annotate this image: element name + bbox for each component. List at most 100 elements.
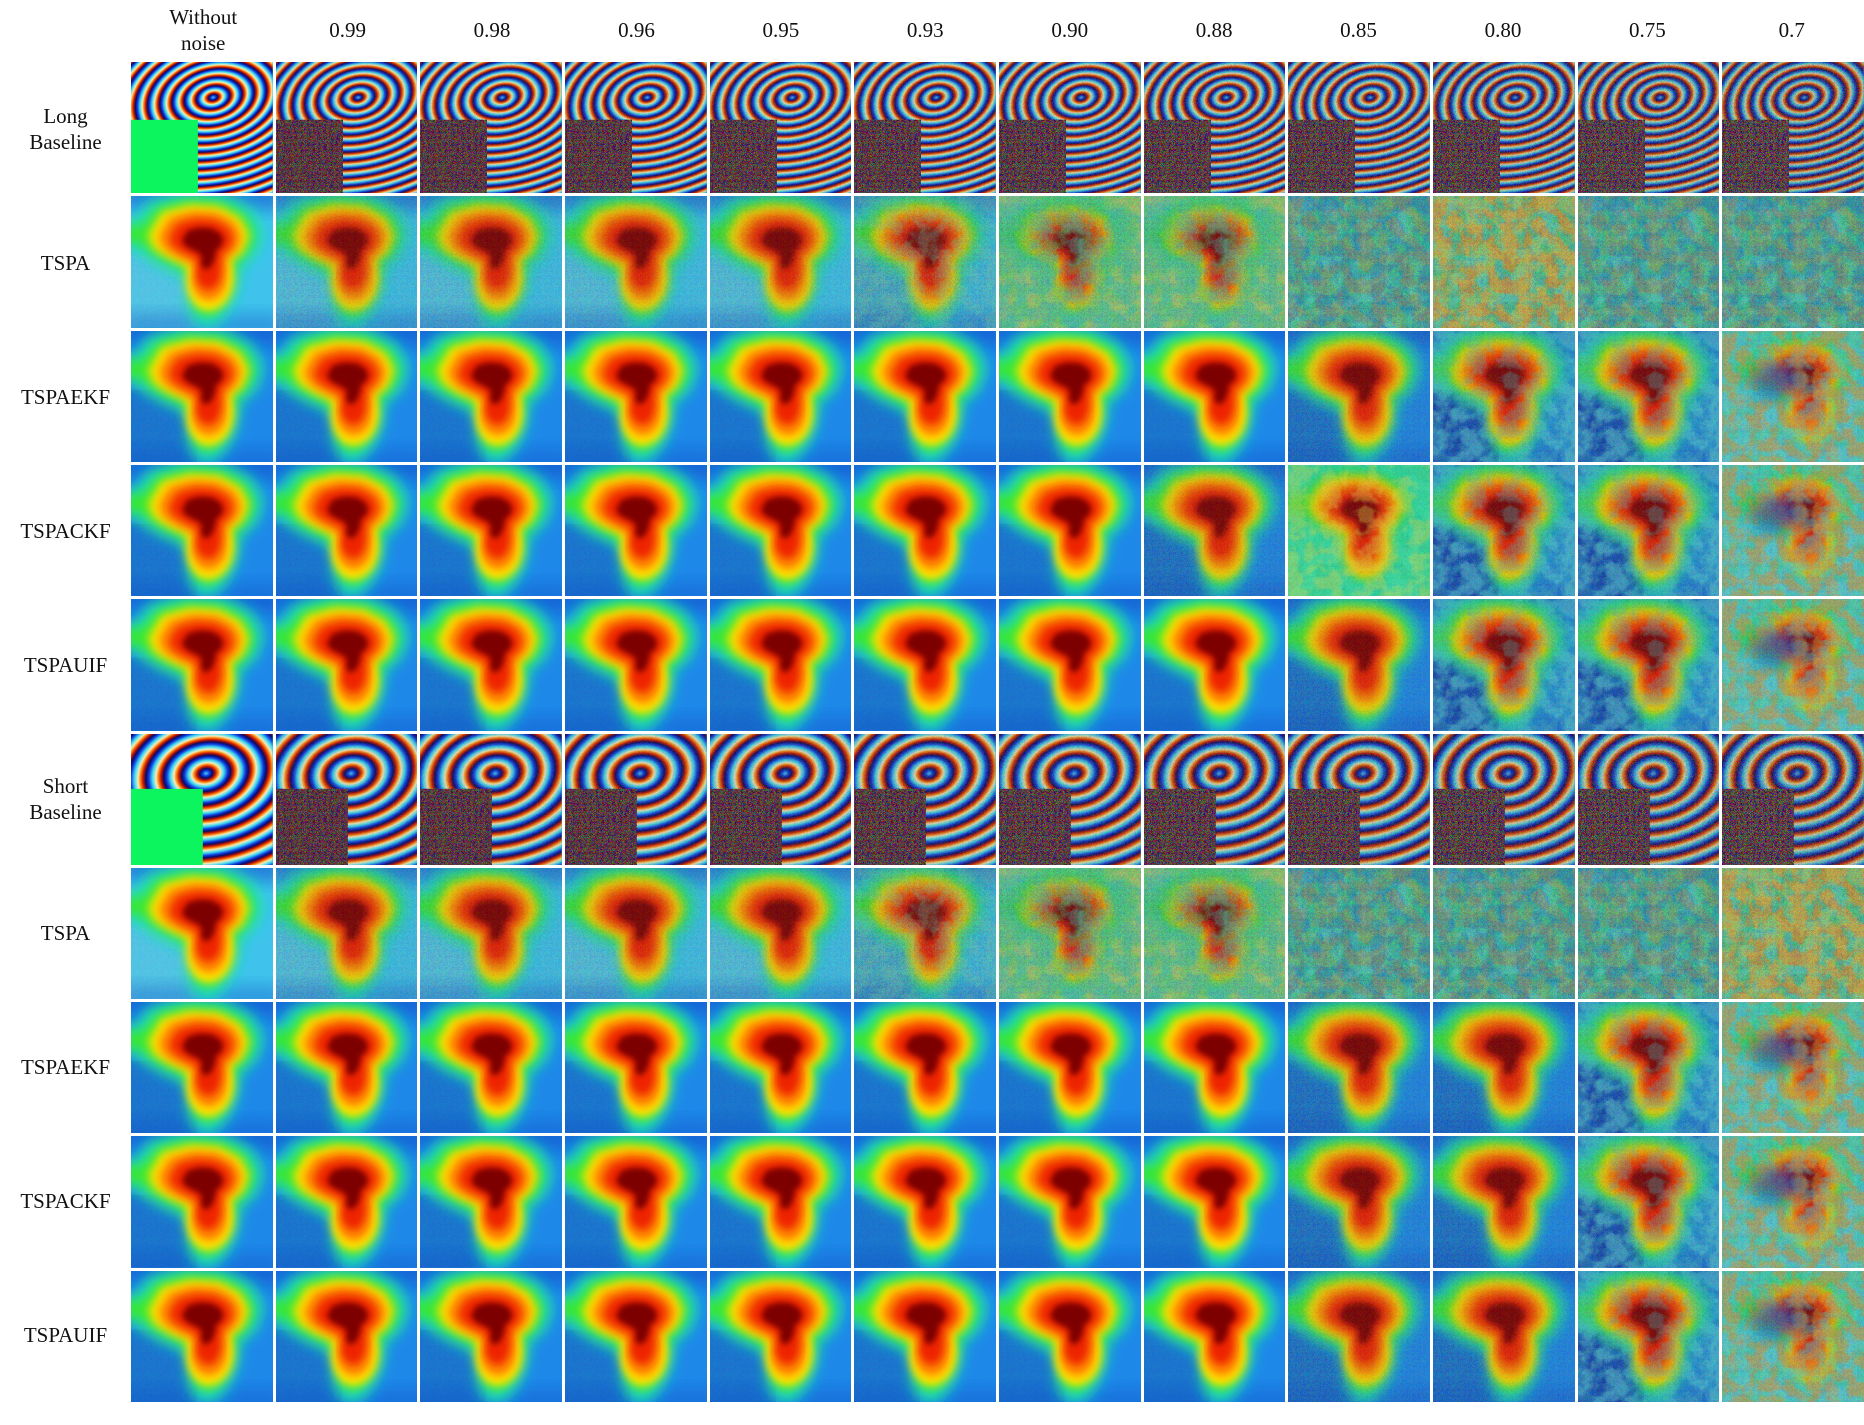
figure-cell [1577, 1136, 1720, 1268]
cell-image [420, 464, 562, 597]
cell-image [999, 464, 1141, 597]
cell-image [1143, 1270, 1286, 1402]
column-header: 0.95 [709, 0, 853, 62]
column-header: 0.99 [275, 0, 419, 62]
figure-cell [420, 599, 562, 731]
cell-image [1433, 733, 1575, 865]
figure-cell [1288, 464, 1430, 597]
cell-image [1143, 867, 1286, 1000]
cell-image [1722, 1136, 1864, 1268]
cell-image [1433, 1136, 1575, 1268]
cell-image [854, 330, 996, 462]
cell-image [854, 733, 996, 865]
figure-cell [1433, 464, 1575, 597]
figure-cell [1143, 464, 1286, 597]
figure-cell [420, 1270, 562, 1402]
figure-cell [1722, 196, 1864, 328]
row-label: TSPA [0, 866, 131, 1000]
figure-cell [709, 62, 852, 194]
cell-image [131, 330, 273, 462]
figure-cell [709, 733, 852, 865]
cell-image [1577, 330, 1720, 462]
figure-cell [1288, 867, 1430, 1000]
column-header: 0.80 [1431, 0, 1575, 62]
column-header-label: 0.88 [1195, 18, 1233, 43]
cell-image [131, 1136, 273, 1268]
column-header-label: Without noise [169, 5, 238, 55]
figure-cell [709, 1270, 852, 1402]
figure-cell [275, 733, 418, 865]
figure-cell [565, 1270, 707, 1402]
cell-image [1722, 1002, 1864, 1134]
figure-cell [709, 330, 852, 462]
cell-image [1577, 1002, 1720, 1134]
figure-cell [854, 330, 996, 462]
cell-image [1288, 330, 1430, 462]
cell-image [1577, 1136, 1720, 1268]
figure-cell [131, 330, 273, 462]
figure-cell [1722, 464, 1864, 597]
figure-cell [565, 733, 707, 865]
figure-cell [854, 1002, 996, 1134]
cell-image [854, 196, 996, 328]
figure-cell [854, 464, 996, 597]
row-label-text: Short Baseline [29, 773, 102, 824]
figure-cell [275, 330, 418, 462]
cell-image [999, 1270, 1141, 1402]
figure-cell [275, 599, 418, 731]
cell-image [1577, 733, 1720, 865]
cell-image [1288, 1270, 1430, 1402]
figure-cell [1143, 867, 1286, 1000]
cell-image [1433, 867, 1575, 1000]
cell-image [854, 867, 996, 1000]
cell-image [420, 1270, 562, 1402]
cell-image [565, 1270, 707, 1402]
cell-image [709, 1270, 852, 1402]
cell-image [275, 599, 418, 731]
figure-cell [565, 330, 707, 462]
row-label: Short Baseline [0, 732, 131, 866]
figure-cell [1288, 599, 1430, 731]
figure-cell [999, 867, 1141, 1000]
cell-image [709, 733, 852, 865]
figure-cell [420, 330, 562, 462]
figure-cell [854, 62, 996, 194]
figure-cell [854, 733, 996, 865]
cell-image [565, 599, 707, 731]
figure-cell [420, 196, 562, 328]
cell-image [565, 330, 707, 462]
figure-cell [1722, 1270, 1864, 1402]
cell-image [999, 1136, 1141, 1268]
figure-cell [420, 1002, 562, 1134]
figure-cell [1577, 330, 1720, 462]
cell-image [565, 1002, 707, 1134]
cell-image [1722, 464, 1864, 597]
figure-cell [709, 599, 852, 731]
column-header-label: 0.75 [1628, 18, 1666, 43]
column-header: Without noise [131, 0, 275, 62]
cell-image [854, 1270, 996, 1402]
figure-cell [131, 62, 273, 194]
cell-image [1433, 330, 1575, 462]
cell-image [1577, 464, 1720, 597]
figure-cell [1577, 1270, 1720, 1402]
cell-image [1288, 867, 1430, 1000]
figure-cell [275, 1270, 418, 1402]
figure-cell [1288, 330, 1430, 462]
row-label-text: TSPA [40, 920, 91, 945]
figure-cell [854, 1136, 996, 1268]
row-label-text: TSPAEKF [20, 1054, 111, 1079]
figure-cell [275, 464, 418, 597]
cell-image [854, 62, 996, 194]
column-header-label: 0.90 [1051, 18, 1089, 43]
figure-cell [131, 1136, 273, 1268]
cell-image [1433, 1002, 1575, 1134]
row-label: TSPACKF [0, 1134, 131, 1268]
figure-cell [854, 1270, 996, 1402]
cell-image [1577, 196, 1720, 328]
cell-image [1288, 599, 1430, 731]
column-header-label: 0.85 [1340, 18, 1377, 43]
cell-image [999, 62, 1141, 194]
cell-image [1433, 599, 1575, 731]
figure-cell [1722, 1002, 1864, 1134]
